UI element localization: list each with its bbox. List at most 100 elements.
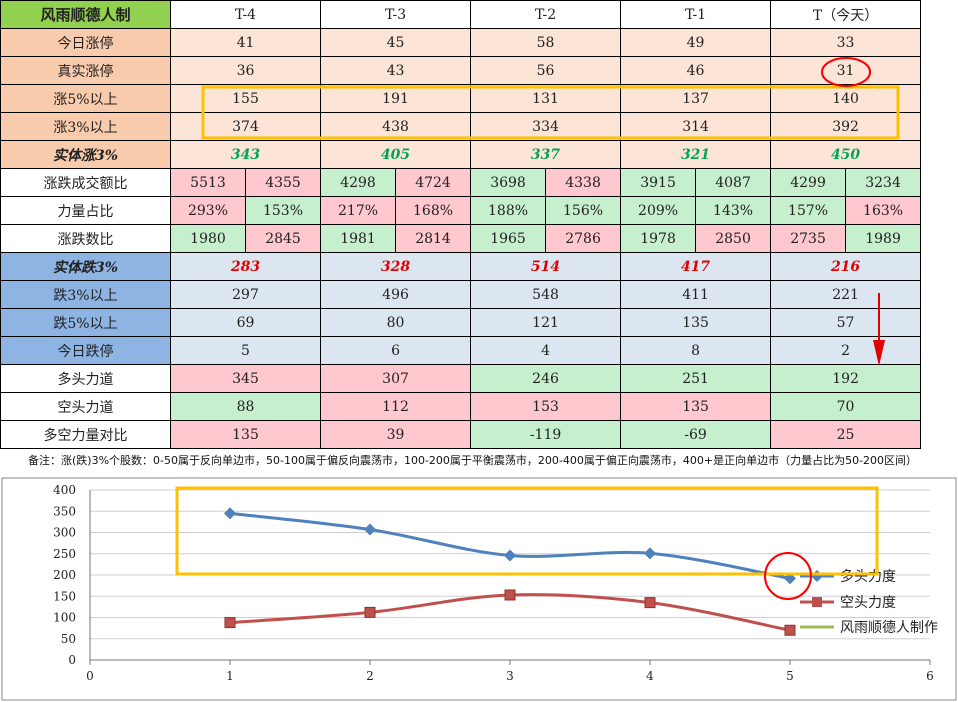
table-cell: 88	[169, 392, 322, 421]
table-cell: 46	[620, 56, 772, 85]
table-cell: 135	[620, 308, 772, 337]
y-tick-label: 100	[53, 611, 76, 625]
data-point	[784, 624, 796, 636]
table-cell: 43	[320, 56, 472, 85]
y-tick-label: 350	[53, 504, 76, 518]
ratio-row: 涨跌成交额比 5513 4355 4298 4724 3698 4338 3915 4087 42…	[0, 168, 922, 197]
table-cell: 4338	[545, 168, 622, 197]
table-cell: 343	[169, 140, 322, 169]
table-cell: 36	[169, 56, 322, 85]
table-cell: 131	[470, 84, 622, 113]
table-cell: 405	[320, 140, 472, 169]
table-cell: 143%	[695, 196, 772, 225]
table-cell: 411	[620, 280, 772, 309]
table-cell: 4	[470, 336, 622, 365]
row-label: 实体涨3%	[0, 140, 171, 169]
table-cell: 5513	[170, 168, 246, 197]
table-cell: 216	[770, 252, 922, 281]
table-cell: 135	[620, 392, 772, 421]
table-cell: 3234	[845, 168, 922, 197]
y-tick-label: 250	[53, 547, 76, 561]
column-header: T-3	[320, 0, 472, 29]
x-tick-label: 4	[646, 669, 654, 683]
x-tick-label: 2	[366, 669, 374, 683]
table-cell: 417	[620, 252, 772, 281]
y-tick-label: 200	[53, 568, 76, 582]
table-cell: 3915	[620, 168, 697, 197]
table-cell: 157%	[770, 196, 847, 225]
column-header: T-1	[620, 0, 772, 29]
y-tick-label: 400	[53, 483, 76, 497]
table-cell: 2814	[395, 224, 472, 253]
table-cell: 1978	[620, 224, 697, 253]
table-cell: 69	[169, 308, 322, 337]
table-cell: 188%	[470, 196, 547, 225]
table-cell: 192	[770, 364, 922, 393]
table-cell: 321	[620, 140, 772, 169]
table-cell: 345	[169, 364, 322, 393]
table-cell: 221	[770, 280, 922, 309]
ratio-row: 力量占比 293% 153% 217% 168% 188% 156% 209% 143% 157%…	[0, 196, 922, 225]
legend-label: 风雨顺德人制作	[840, 620, 938, 636]
table-title: 风雨顺德人制	[0, 0, 171, 29]
table-row: 真实涨停 36 43 56 46 31	[0, 56, 922, 85]
legend-label: 空头力度	[840, 595, 896, 611]
row-label: 今日涨停	[0, 28, 171, 57]
chart-area	[1, 477, 957, 701]
table-cell: 293%	[170, 196, 246, 225]
table-cell: 39	[320, 420, 472, 449]
row-label: 空头力道	[0, 392, 171, 421]
table-row: 涨5%以上 155 191 131 137 140	[0, 84, 922, 113]
table-cell: 4724	[395, 168, 472, 197]
table-cell: 1980	[170, 224, 246, 253]
table-cell: 2850	[695, 224, 772, 253]
data-point	[504, 589, 516, 601]
table-cell: 374	[169, 112, 322, 141]
table-cell: 8	[620, 336, 772, 365]
table-cell: 80	[320, 308, 472, 337]
table-cell: 137	[620, 84, 772, 113]
table-cell: 155	[169, 84, 322, 113]
x-tick-label: 3	[506, 669, 514, 683]
table-cell: 450	[770, 140, 922, 169]
table-cell: 112	[320, 392, 472, 421]
table-cell: 5	[169, 336, 322, 365]
row-label: 跌3%以上	[0, 280, 171, 309]
highlight-box	[175, 486, 879, 576]
table-cell: -119	[470, 420, 622, 449]
force-row: 多空力量对比 135 39 -119 -69 25	[0, 420, 922, 449]
table-cell: 191	[320, 84, 472, 113]
table-cell: 4087	[695, 168, 772, 197]
table-cell: 2845	[244, 224, 322, 253]
table-cell: 392	[770, 112, 922, 141]
legend-marker	[812, 597, 822, 607]
table-cell: 153%	[244, 196, 322, 225]
footnote: 备注：涨(跌)3%个股数：0-50属于反向单边市，50-100属于偏反向震荡市，…	[28, 454, 918, 467]
column-header: T-4	[169, 0, 322, 29]
table-cell: 25	[770, 420, 922, 449]
table-cell: 121	[470, 308, 622, 337]
table-cell: 496	[320, 280, 472, 309]
solid-up-row: 实体涨3% 343 405 337 321 450	[0, 140, 922, 169]
table-row: 跌5%以上 69 80 121 135 57	[0, 308, 922, 337]
table-row: 涨3%以上 374 438 334 314 392	[0, 112, 922, 141]
table-cell: -69	[620, 420, 772, 449]
force-row: 多头力道 345 307 246 251 192	[0, 364, 922, 393]
table-cell: 6	[320, 336, 472, 365]
data-table: 风雨顺德人制 T-4 T-3 T-2 T-1 T（今天） 今日涨停 41 45 58 49 33 真实涨…	[0, 0, 922, 449]
table-cell: 163%	[845, 196, 922, 225]
table-cell: 251	[620, 364, 772, 393]
data-point	[224, 617, 236, 629]
x-tick-label: 5	[786, 669, 794, 683]
table-cell: 1965	[470, 224, 547, 253]
table-cell: 33	[770, 28, 922, 57]
table-cell: 1989	[845, 224, 922, 253]
table-cell: 328	[320, 252, 472, 281]
table-cell: 156%	[545, 196, 622, 225]
data-point	[364, 606, 376, 618]
legend-label: 多头力度	[840, 568, 896, 585]
row-label: 多空力量对比	[0, 420, 171, 449]
data-point	[364, 523, 376, 536]
x-tick-label: 1	[226, 669, 234, 683]
force-row: 空头力道 88 112 153 135 70	[0, 392, 922, 421]
